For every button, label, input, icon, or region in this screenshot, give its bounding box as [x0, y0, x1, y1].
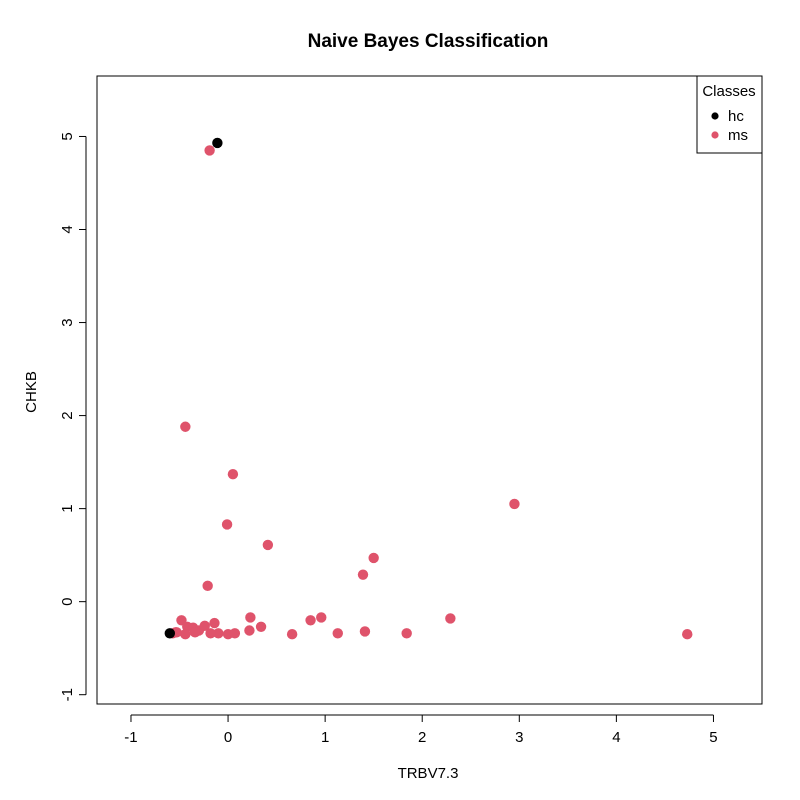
point-ms — [263, 540, 273, 550]
point-ms — [256, 622, 266, 632]
point-ms — [202, 581, 212, 591]
point-ms — [509, 499, 519, 509]
y-axis-label: CHKB — [23, 371, 40, 413]
point-ms — [244, 625, 254, 635]
y-tick-label: 1 — [59, 504, 76, 512]
point-ms — [682, 629, 692, 639]
legend-title: Classes — [702, 83, 755, 100]
y-tick-label: 5 — [59, 132, 76, 140]
legend-marker-ms — [711, 131, 718, 138]
point-ms — [230, 628, 240, 638]
x-axis-label: TRBV7.3 — [398, 765, 459, 782]
point-ms — [228, 469, 238, 479]
point-ms — [401, 628, 411, 638]
point-ms — [316, 612, 326, 622]
point-ms — [245, 612, 255, 622]
point-ms — [180, 422, 190, 432]
point-ms — [368, 553, 378, 563]
point-ms — [209, 618, 219, 628]
point-ms — [287, 629, 297, 639]
y-axis: -1 0 1 2 3 4 5 — [59, 132, 86, 701]
x-tick-label: 1 — [321, 729, 329, 746]
point-ms — [360, 626, 370, 636]
point-ms — [222, 519, 232, 529]
point-hc — [212, 138, 222, 148]
point-hc — [165, 628, 175, 638]
point-ms — [190, 627, 200, 637]
y-tick-label: 3 — [59, 318, 76, 326]
point-ms — [205, 628, 215, 638]
x-tick-label: -1 — [124, 729, 137, 746]
legend-label-hc: hc — [728, 108, 744, 125]
point-ms — [333, 628, 343, 638]
legend: Classes hc ms — [697, 76, 762, 153]
point-ms — [358, 569, 368, 579]
x-tick-label: 4 — [612, 729, 620, 746]
chart-title: Naive Bayes Classification — [308, 31, 549, 52]
x-axis: -1 0 1 2 3 4 5 — [124, 715, 717, 746]
point-ms — [180, 629, 190, 639]
y-tick-label: 2 — [59, 411, 76, 419]
plot-area-border — [97, 76, 762, 704]
data-points — [165, 138, 693, 640]
x-tick-label: 3 — [515, 729, 523, 746]
y-tick-label: 4 — [59, 225, 76, 233]
y-tick-label: -1 — [59, 688, 76, 701]
point-ms — [305, 615, 315, 625]
legend-marker-hc — [711, 112, 718, 119]
y-tick-label: 0 — [59, 597, 76, 605]
x-tick-label: 0 — [224, 729, 232, 746]
x-tick-label: 2 — [418, 729, 426, 746]
point-ms — [204, 145, 214, 155]
legend-label-ms: ms — [728, 127, 748, 144]
point-ms — [445, 613, 455, 623]
x-tick-label: 5 — [709, 729, 717, 746]
